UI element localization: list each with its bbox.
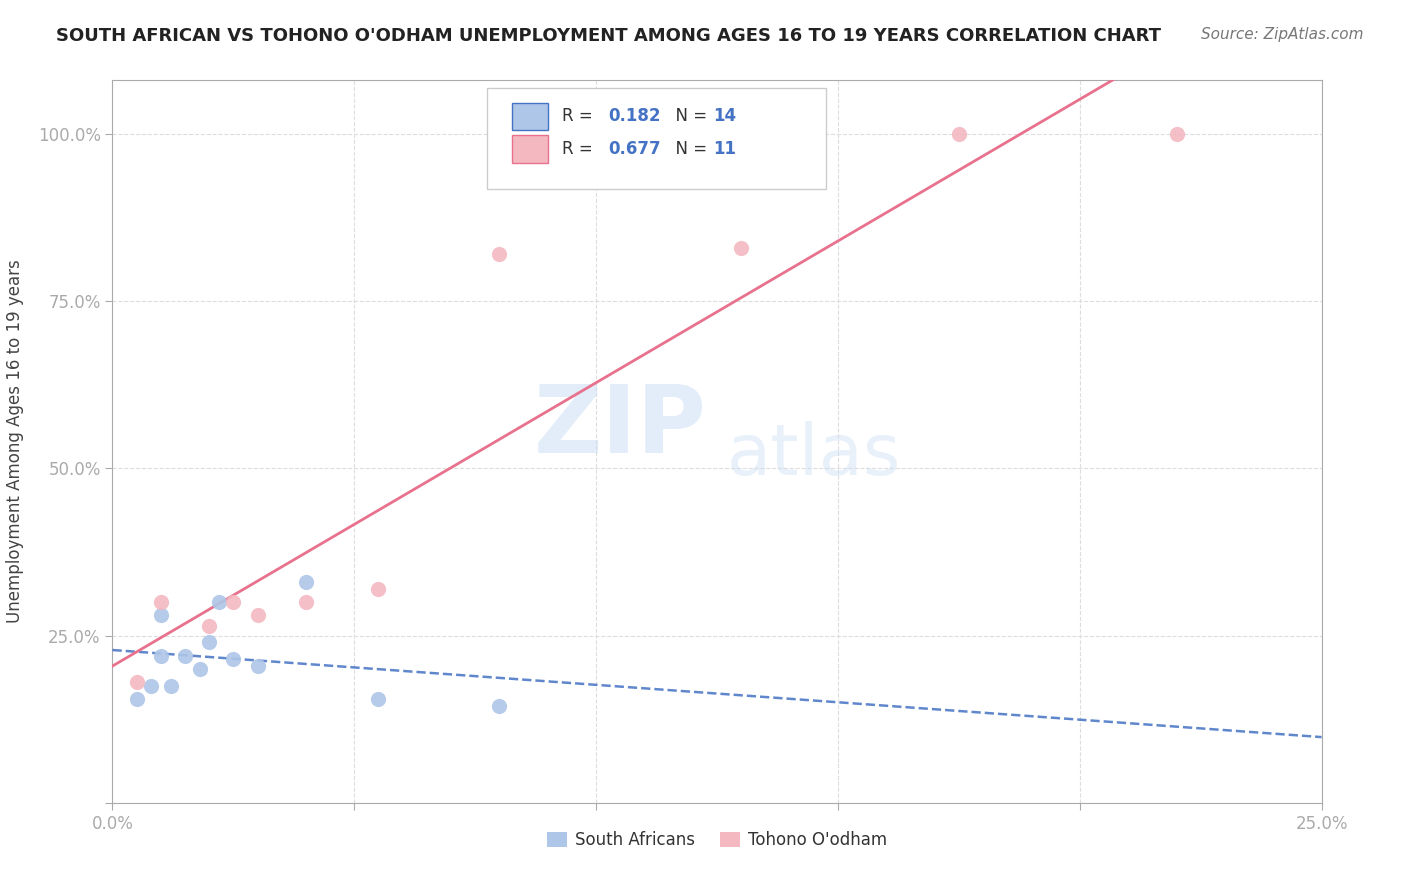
Text: ZIP: ZIP	[534, 381, 707, 473]
Point	[367, 692, 389, 706]
Text: 14: 14	[713, 107, 737, 126]
Point	[174, 648, 197, 663]
Point	[1166, 127, 1188, 141]
Text: R =: R =	[562, 107, 599, 126]
Point	[246, 608, 269, 623]
Point	[222, 595, 245, 609]
FancyBboxPatch shape	[512, 103, 548, 130]
Text: R =: R =	[562, 140, 599, 158]
Point	[246, 658, 269, 673]
Point	[125, 675, 148, 690]
FancyBboxPatch shape	[488, 87, 825, 189]
Text: N =: N =	[665, 107, 713, 126]
Point	[367, 582, 389, 596]
Text: atlas: atlas	[727, 422, 901, 491]
Point	[295, 595, 318, 609]
Point	[198, 618, 221, 632]
Point	[159, 679, 181, 693]
Point	[198, 635, 221, 649]
Point	[488, 698, 510, 713]
Legend: South Africans, Tohono O'odham: South Africans, Tohono O'odham	[540, 824, 894, 856]
Point	[488, 247, 510, 261]
Text: Source: ZipAtlas.com: Source: ZipAtlas.com	[1201, 27, 1364, 42]
Point	[208, 595, 231, 609]
Point	[141, 679, 163, 693]
Text: SOUTH AFRICAN VS TOHONO O'ODHAM UNEMPLOYMENT AMONG AGES 16 TO 19 YEARS CORRELATI: SOUTH AFRICAN VS TOHONO O'ODHAM UNEMPLOY…	[56, 27, 1161, 45]
Point	[125, 692, 148, 706]
Text: N =: N =	[665, 140, 713, 158]
Text: 0.677: 0.677	[609, 140, 661, 158]
Point	[295, 575, 318, 590]
Point	[188, 662, 211, 676]
Point	[149, 648, 172, 663]
Point	[149, 595, 172, 609]
Text: 11: 11	[713, 140, 737, 158]
FancyBboxPatch shape	[512, 136, 548, 162]
Y-axis label: Unemployment Among Ages 16 to 19 years: Unemployment Among Ages 16 to 19 years	[6, 260, 24, 624]
Text: 0.182: 0.182	[609, 107, 661, 126]
Point	[948, 127, 970, 141]
Point	[730, 241, 752, 255]
Point	[149, 608, 172, 623]
Point	[222, 652, 245, 666]
